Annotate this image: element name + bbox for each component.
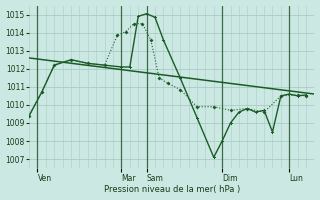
X-axis label: Pression niveau de la mer( hPa ): Pression niveau de la mer( hPa )	[104, 185, 240, 194]
